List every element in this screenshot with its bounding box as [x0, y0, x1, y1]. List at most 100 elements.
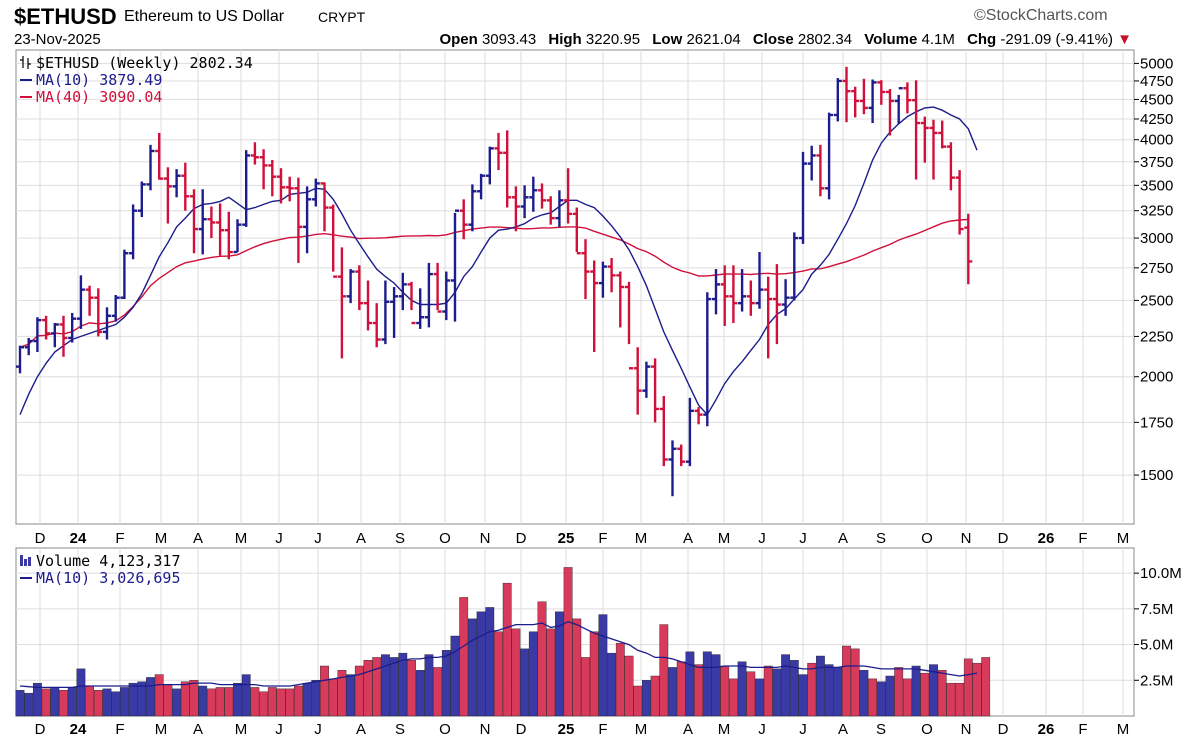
volume-bar: [102, 688, 112, 717]
volume-bar: [711, 654, 721, 717]
x-tick-label: N: [961, 721, 972, 738]
volume-bar: [302, 682, 312, 717]
volume-bar: [607, 652, 617, 717]
x-tick-label: A: [838, 530, 848, 547]
price-bar: [337, 247, 346, 359]
price-legend-entry: $ETHUSD (Weekly) 2802.34: [36, 54, 253, 72]
price-bar: [581, 239, 590, 300]
price-bar: [616, 271, 625, 328]
volume-bar: [502, 582, 512, 717]
price-bar: [677, 444, 686, 467]
volume-bar: [119, 687, 129, 717]
y-tick-label: 4500: [1140, 91, 1173, 108]
price-bar: [416, 288, 425, 329]
price-bar: [790, 232, 799, 301]
price-bar: [816, 144, 825, 197]
x-tick-label: S: [395, 721, 405, 738]
price-bar: [598, 261, 607, 298]
volume-bar: [163, 684, 173, 717]
x-tick-label: M: [155, 530, 168, 547]
x-tick-label: D: [35, 530, 46, 547]
volume-bar: [33, 682, 42, 717]
volume-bar: [876, 681, 886, 717]
price-bar: [163, 167, 172, 224]
x-tick-label: 26: [1038, 530, 1055, 547]
price-bar: [607, 258, 616, 293]
volume-bar: [146, 677, 155, 717]
volume-bar: [494, 631, 503, 717]
x-tick-label: J: [799, 530, 807, 547]
price-bar: [233, 219, 242, 254]
brand-logo[interactable]: ©StockCharts.com: [974, 7, 1108, 25]
volume-bar: [198, 685, 208, 717]
volume-bar: [485, 607, 495, 717]
volume-bars-icon: [24, 559, 27, 566]
x-tick-label: M: [718, 530, 731, 547]
volume-bar: [276, 688, 286, 717]
y-tick-label: 3000: [1140, 230, 1173, 247]
price-bar: [129, 204, 138, 260]
price-bar: [555, 190, 564, 227]
volume-value: 4.1M: [921, 31, 955, 48]
x-tick-label: M: [1117, 530, 1130, 547]
volume-bar: [76, 668, 86, 717]
y-tick-label: 4000: [1140, 132, 1173, 149]
price-bar: [329, 204, 338, 278]
volume-bar: [154, 674, 164, 717]
volume-bar: [676, 661, 686, 717]
y-tick-label: 2750: [1140, 260, 1173, 277]
price-legend-entry: MA(10) 3879.49: [36, 71, 162, 89]
volume-bar: [441, 650, 451, 717]
x-tick-label: M: [155, 721, 168, 738]
price-bar: [76, 275, 85, 329]
volume-bar: [885, 675, 895, 717]
price-bar: [746, 280, 755, 316]
price-bar: [520, 185, 529, 219]
price-bar: [772, 264, 781, 345]
price-bar: [494, 132, 503, 171]
x-tick-label: 25: [558, 721, 575, 738]
price-bar: [398, 272, 407, 311]
price-bar: [938, 120, 947, 149]
volume-bar: [241, 674, 251, 717]
x-tick-label: D: [35, 721, 46, 738]
price-bar: [407, 281, 416, 325]
price-bar: [285, 176, 294, 202]
x-tick-label: O: [921, 530, 933, 547]
ma40-line: [19, 218, 969, 348]
price-bar: [94, 288, 103, 337]
x-tick-label: M: [718, 721, 731, 738]
price-bar: [268, 159, 277, 197]
y-tick-label: 1500: [1140, 467, 1173, 484]
x-tick-label: 26: [1038, 721, 1055, 738]
volume-bar: [572, 618, 582, 717]
volume-bar: [424, 654, 434, 717]
x-tick-label: J: [314, 530, 322, 547]
volume-bar: [694, 664, 704, 717]
price-bar: [33, 317, 42, 352]
price-bar: [390, 287, 399, 338]
price-bar: [755, 252, 764, 309]
volume-bar: [589, 631, 599, 717]
volume-bar: [598, 614, 608, 717]
volume-bar: [450, 635, 460, 717]
price-bar: [355, 265, 364, 311]
volume-bar: [737, 661, 747, 717]
volume-bar: [15, 690, 25, 717]
volume-bar: [755, 678, 764, 717]
price-bar: [877, 80, 886, 105]
x-tick-label: F: [598, 530, 607, 547]
x-tick-label: S: [876, 530, 886, 547]
x-tick-label: A: [683, 530, 693, 547]
volume-bar: [894, 667, 904, 717]
price-bar: [807, 145, 816, 181]
price-bar: [903, 82, 912, 114]
price-bar: [703, 292, 712, 427]
close-value: 2802.34: [797, 31, 853, 48]
price-bar: [842, 66, 851, 123]
volume-bar: [520, 648, 530, 717]
price-bar: [381, 280, 390, 345]
price-bar: [111, 294, 120, 322]
volume-bar: [128, 682, 138, 717]
